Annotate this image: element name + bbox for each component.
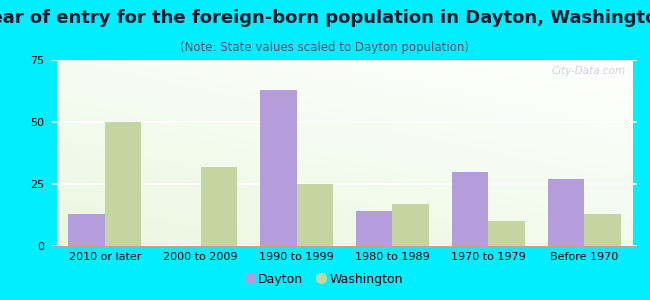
- Bar: [488, 221, 525, 246]
- Legend: Dayton, Washington: Dayton, Washington: [242, 268, 408, 291]
- Bar: [548, 179, 584, 246]
- Text: City-Data.com: City-Data.com: [551, 66, 625, 76]
- Bar: [452, 172, 488, 246]
- Bar: [393, 204, 429, 246]
- Bar: [68, 214, 105, 246]
- Bar: [584, 214, 621, 246]
- Text: (Note: State values scaled to Dayton population): (Note: State values scaled to Dayton pop…: [181, 40, 469, 53]
- Bar: [105, 122, 141, 246]
- Bar: [201, 167, 237, 246]
- Bar: [356, 211, 393, 246]
- Bar: [296, 184, 333, 246]
- Bar: [260, 90, 296, 246]
- Text: Year of entry for the foreign-born population in Dayton, Washington: Year of entry for the foreign-born popul…: [0, 9, 650, 27]
